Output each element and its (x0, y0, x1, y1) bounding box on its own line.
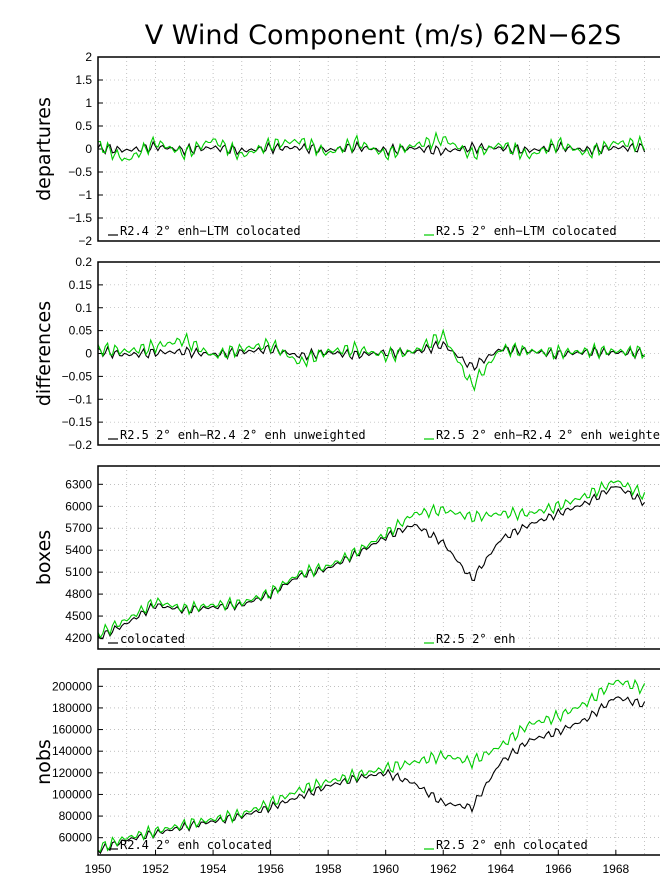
y-tick-label: 6000 (65, 499, 92, 513)
legend-label: R2.5 2° enh (436, 632, 515, 646)
y-tick-label: 0.2 (75, 255, 92, 269)
y-tick-label: −0.15 (62, 415, 93, 429)
series-line (97, 130, 646, 162)
y-tick-label: 120000 (52, 766, 92, 780)
y-axis-label: differences (33, 301, 55, 406)
y-tick-label: 1.5 (75, 73, 92, 87)
x-tick-label: 1958 (315, 862, 342, 876)
legend-label: R2.5 2° enh colocated (436, 838, 588, 852)
y-tick-label: 0.5 (75, 119, 92, 133)
x-tick-label: 1968 (602, 862, 629, 876)
y-tick-label: 0 (85, 347, 92, 361)
x-tick-label: 1952 (142, 862, 169, 876)
y-tick-label: 140000 (52, 744, 92, 758)
y-tick-label: 6300 (65, 477, 92, 491)
x-tick-label: 1954 (200, 862, 227, 876)
legend-label: R2.5 2° enh−LTM colocated (436, 224, 617, 238)
x-tick-label: 1956 (257, 862, 284, 876)
y-axis-label: departures (33, 97, 55, 201)
series-line (97, 480, 646, 639)
y-tick-label: −0.1 (68, 392, 92, 406)
y-tick-label: 0 (85, 142, 92, 156)
y-tick-label: −1.5 (68, 211, 92, 225)
chart-title: V Wind Component (m/s) 62N−62S (145, 20, 622, 51)
legend-label: R2.5 2° enh−R2.4 2° enh unweighted (120, 428, 366, 442)
series-line (97, 678, 646, 853)
y-tick-label: 180000 (52, 701, 92, 715)
y-tick-label: 0.1 (75, 301, 92, 315)
y-tick-label: −0.05 (62, 369, 93, 383)
x-tick-label: 1964 (487, 862, 514, 876)
x-tick-label: 1960 (372, 862, 399, 876)
y-tick-label: −2 (78, 234, 92, 248)
series-line (97, 328, 646, 393)
y-tick-label: 60000 (59, 831, 93, 845)
panel-frame (97, 668, 660, 856)
panel-frame (97, 465, 660, 650)
y-tick-label: −0.2 (68, 438, 92, 452)
y-tick-label: 80000 (59, 809, 93, 823)
y-tick-label: 160000 (52, 723, 92, 737)
y-tick-label: 5400 (65, 543, 92, 557)
y-tick-label: 5100 (65, 565, 92, 579)
y-tick-label: −0.5 (68, 165, 92, 179)
chart-panels: 2 1.5 1 0.5 0 −0.5 −1 −1.5 −2 R2.4 2° enh−LTM col… (33, 50, 660, 876)
y-tick-label: 0.15 (69, 278, 93, 292)
legend-label: R2.5 2° enh−R2.4 2° enh weighted (436, 428, 660, 442)
y-axis-label: nobs (33, 739, 55, 785)
y-tick-label: 4500 (65, 609, 92, 623)
y-tick-label: 4800 (65, 587, 92, 601)
x-tick-label: 1966 (545, 862, 572, 876)
legend-label: R2.4 2° enh−LTM colocated (120, 224, 301, 238)
y-axis-label: boxes (33, 530, 55, 585)
legend-label: R2.4 2° enh colocated (120, 838, 272, 852)
x-tick-label: 1962 (430, 862, 457, 876)
y-tick-label: 200000 (52, 679, 92, 693)
y-tick-label: 1 (85, 96, 92, 110)
y-tick-label: 5700 (65, 521, 92, 535)
panel-frame (97, 56, 660, 242)
panel-frame (97, 261, 660, 446)
y-tick-label: 2 (85, 50, 92, 64)
legend-label: colocated (120, 632, 185, 646)
y-tick-label: 100000 (52, 787, 92, 801)
y-tick-label: 0.05 (69, 324, 93, 338)
series-line (97, 339, 645, 371)
x-tick-label: 1950 (85, 862, 112, 876)
y-tick-label: −1 (78, 188, 92, 202)
series-line (97, 696, 646, 855)
y-tick-label: 4200 (65, 631, 92, 645)
